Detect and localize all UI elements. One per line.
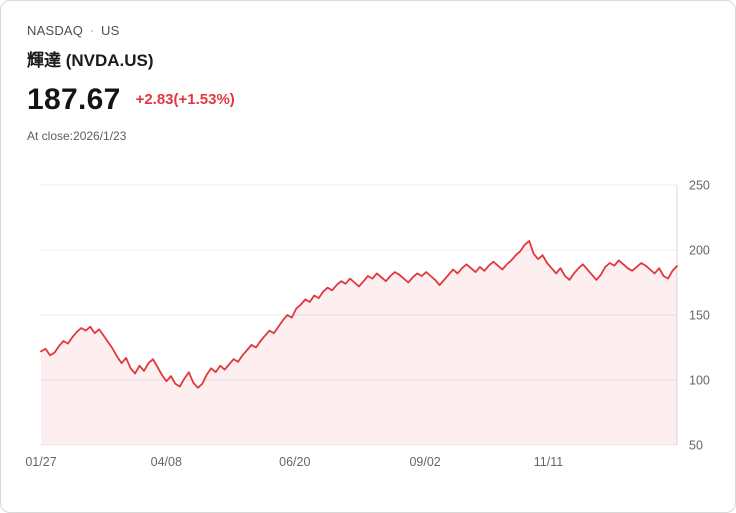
svg-text:11/11: 11/11 [534, 455, 563, 469]
svg-text:04/08: 04/08 [151, 455, 182, 469]
separator-dot-icon: · [90, 24, 94, 37]
stock-title: 輝達 (NVDA.US) [27, 51, 154, 70]
svg-text:09/02: 09/02 [409, 455, 440, 469]
region-label: US [100, 23, 120, 38]
svg-text:01/27: 01/27 [25, 455, 56, 469]
price-chart: 250 200 150 100 50 01/27 04/08 06/20 09/02 11/11 [1, 171, 735, 476]
svg-text:250: 250 [689, 179, 710, 193]
svg-text:100: 100 [689, 374, 710, 388]
exchange-line: NASDAQ · US [27, 23, 709, 38]
price-chart-svg: 250 200 150 100 50 01/27 04/08 06/20 09/02 11/11 [25, 179, 710, 470]
svg-text:50: 50 [689, 439, 703, 453]
price-row: 187.67 +2.83(+1.53%) [27, 83, 709, 116]
svg-text:150: 150 [689, 309, 710, 323]
quote-header: NASDAQ · US 輝達 (NVDA.US) 187.67 +2.83(+1… [1, 1, 735, 143]
last-price: 187.67 [27, 83, 121, 116]
close-info: At close:2026/1/23 [27, 129, 127, 143]
exchange-name: NASDAQ [27, 23, 84, 38]
svg-text:06/20: 06/20 [279, 455, 310, 469]
price-change: +2.83(+1.53%) [135, 91, 235, 108]
svg-text:200: 200 [689, 244, 710, 258]
